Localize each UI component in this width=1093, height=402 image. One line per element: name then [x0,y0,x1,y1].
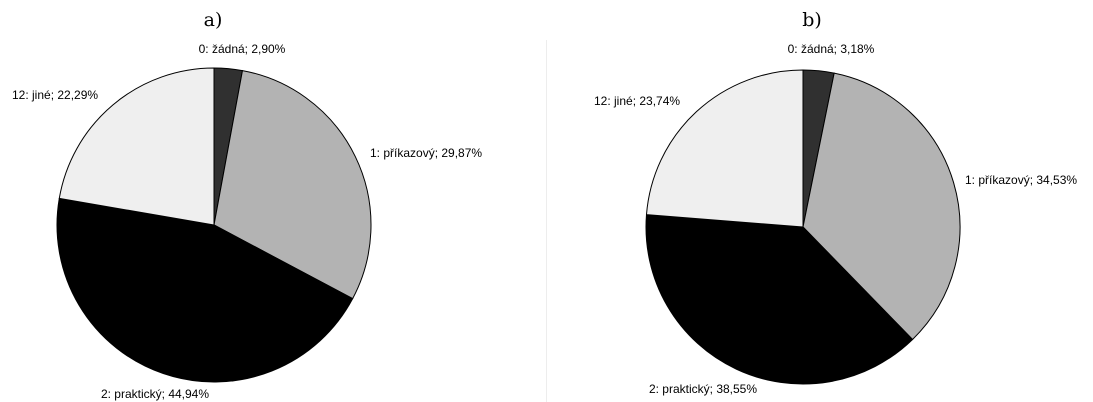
chart-title-b: b) [802,9,822,31]
pie-chart-b: b) 0: žádná; 3,18% 1: příkazový; 34,53% … [546,0,1093,402]
pie-slices-b [645,69,961,385]
slice-label-a-3: 12: jiné; 22,29% [12,88,98,102]
slice-label-a-0: 0: žádná; 2,90% [199,42,286,56]
panel-divider [546,40,547,402]
pie-slice-b-1 [802,72,961,341]
slice-label-b-0: 0: žádná; 3,18% [788,42,875,56]
pie-chart-a-svg: a) 0: žádná; 2,90% 1: příkazový; 29,87% … [12,9,482,401]
pie-chart-b-svg: b) 0: žádná; 3,18% 1: příkazový; 34,53% … [594,9,1077,396]
pie-slice-b-3 [645,69,804,228]
slice-label-b-3: 12: jiné; 23,74% [594,94,680,108]
pie-slice-b-2 [645,214,914,385]
pie-slice-a-2 [56,197,354,383]
pie-slice-a-1 [213,70,372,300]
slice-label-a-2: 2: praktický; 44,94% [101,387,209,401]
chart-title-a: a) [204,9,223,31]
slice-label-b-2: 2: praktický; 38,55% [649,382,757,396]
pie-slices-a [56,67,372,383]
slice-label-a-1: 1: příkazový; 29,87% [370,146,482,160]
pie-slice-a-3 [58,67,215,226]
pie-chart-a: a) 0: žádná; 2,90% 1: příkazový; 29,87% … [0,0,546,402]
slice-label-b-1: 1: příkazový; 34,53% [965,173,1077,187]
